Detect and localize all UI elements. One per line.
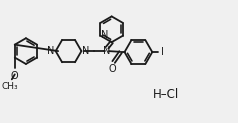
Text: N: N (82, 46, 90, 56)
Text: I: I (161, 47, 164, 57)
Text: O: O (109, 64, 116, 74)
Text: N: N (103, 46, 110, 56)
Text: N: N (101, 30, 109, 40)
Text: O: O (11, 71, 19, 81)
Text: N: N (47, 46, 55, 56)
Text: CH₃: CH₃ (1, 82, 18, 91)
Text: H–Cl: H–Cl (153, 88, 179, 101)
